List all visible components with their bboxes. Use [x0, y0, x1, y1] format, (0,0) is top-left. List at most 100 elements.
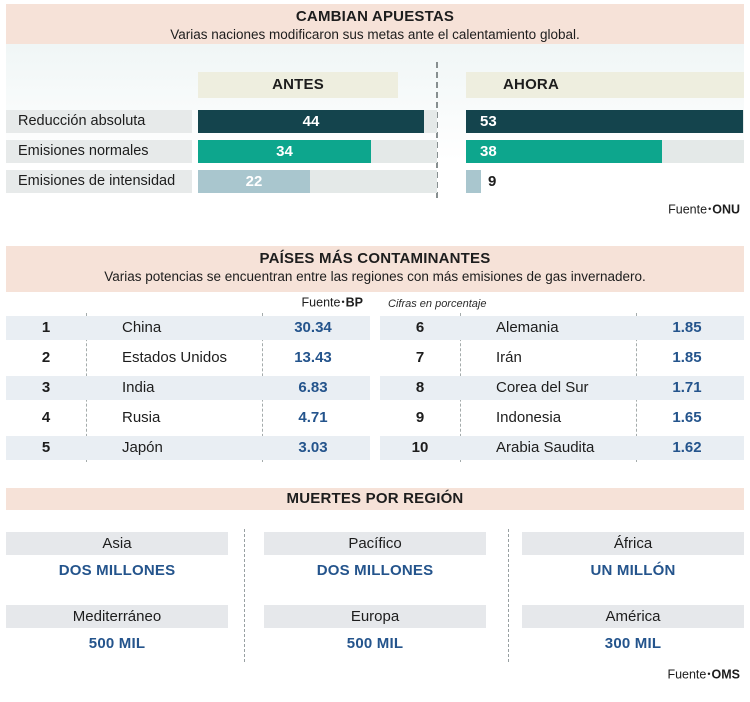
deaths-value: UN MILLÓN	[590, 562, 676, 579]
source-oms: Fuente•OMS	[667, 667, 740, 682]
bar-track-before: 34	[198, 140, 437, 163]
deaths-value: 500 MIL	[346, 635, 404, 652]
table-row: 3 India 6.83	[6, 376, 370, 400]
pollution-table-right: 6 Alemania 1.85 7 Irán 1.85 8 Corea del …	[380, 313, 744, 462]
section1-header: CAMBIAN APUESTAS Varias naciones modific…	[6, 4, 744, 44]
deaths-value: DOS MILLONES	[316, 562, 434, 579]
chart-row-emisiones-normales: Emisiones normales 34 38	[0, 140, 750, 163]
table-row: 2 Estados Unidos 13.43	[6, 346, 370, 370]
row-label: Emisiones de intensidad	[6, 170, 192, 193]
bar-value: 38	[480, 143, 497, 160]
bar-track-before: 44	[198, 110, 437, 133]
deaths-value: 500 MIL	[88, 635, 146, 652]
section2-header: PAÍSES MÁS CONTAMINANTES Varias potencia…	[6, 246, 744, 292]
chart-row-reduccion-absoluta: Reducción absoluta 44 53	[0, 110, 750, 133]
rank: 4	[41, 409, 51, 426]
bar-value: 22	[245, 173, 263, 190]
percent-value: 3.03	[298, 439, 328, 456]
table-row: 7 Irán 1.85	[380, 346, 744, 370]
country: Japón	[122, 439, 163, 456]
rank: 9	[415, 409, 425, 426]
row-label: Reducción absoluta	[6, 110, 192, 133]
rank: 6	[415, 319, 425, 336]
column-header-ahora: AHORA	[466, 72, 744, 98]
bar-track-after: 38	[466, 140, 744, 163]
rank: 10	[411, 439, 429, 456]
region-name: América	[522, 605, 744, 628]
bar-before: 22	[198, 170, 310, 193]
table-row: 4 Rusia 4.71	[6, 406, 370, 430]
bar-before: 34	[198, 140, 371, 163]
source-name: BP	[345, 295, 363, 310]
region-divider	[244, 529, 245, 662]
row-label: Emisiones normales	[6, 140, 192, 163]
table-row: 8 Corea del Sur 1.71	[380, 376, 744, 400]
table-row: 10 Arabia Saudita 1.62	[380, 436, 744, 460]
table-row: 6 Alemania 1.85	[380, 316, 744, 340]
percent-value: 4.71	[298, 409, 328, 426]
region-name: Asia	[6, 532, 228, 555]
region-divider	[508, 529, 509, 662]
rank: 3	[41, 379, 51, 396]
section1-title: CAMBIAN APUESTAS	[295, 8, 455, 25]
rank: 8	[415, 379, 425, 396]
country: China	[122, 319, 162, 336]
source-name: ONU	[712, 202, 740, 217]
deaths-value: 300 MIL	[604, 635, 662, 652]
country: Corea del Sur	[496, 379, 589, 396]
country: Indonesia	[496, 409, 562, 426]
column-header-antes: ANTES	[198, 72, 398, 98]
pollution-table-left: 1 China 30.34 2 Estados Unidos 13.43 3 I…	[6, 313, 370, 462]
rank: 2	[41, 349, 51, 366]
table-row: 1 China 30.34	[6, 316, 370, 340]
rank: 7	[415, 349, 425, 366]
source-label: Fuente	[668, 202, 708, 217]
region-name: África	[522, 532, 744, 555]
section1-subtitle: Varias naciones modificaron sus metas an…	[170, 27, 580, 42]
chart-row-emisiones-intensidad: Emisiones de intensidad 22 9	[0, 170, 750, 193]
percent-value: 1.85	[672, 319, 702, 336]
section3-header: MUERTES POR REGIÓN	[6, 488, 744, 510]
percent-value: 6.83	[298, 379, 328, 396]
percent-value: 1.85	[672, 349, 702, 366]
deaths-value: DOS MILLONES	[58, 562, 176, 579]
table-row: 9 Indonesia 1.65	[380, 406, 744, 430]
source-onu: Fuente•ONU	[668, 202, 740, 217]
before-after-divider	[436, 62, 438, 198]
table-row: 5 Japón 3.03	[6, 436, 370, 460]
bar-track-after: 9	[466, 170, 744, 193]
section3-title: MUERTES POR REGIÓN	[286, 490, 464, 507]
bullet-separator: •	[708, 204, 712, 214]
region-name: Mediterráneo	[6, 605, 228, 628]
region-name: Europa	[264, 605, 486, 628]
bar-value: 53	[480, 113, 497, 130]
section2-title: PAÍSES MÁS CONTAMINANTES	[259, 250, 491, 267]
bar-after: 53	[466, 110, 743, 133]
percent-value: 1.62	[672, 439, 702, 456]
percent-value: 1.71	[672, 379, 702, 396]
country: Alemania	[496, 319, 559, 336]
country: Rusia	[122, 409, 161, 426]
bar-value: 34	[276, 143, 293, 160]
bar-track-after: 53	[466, 110, 744, 133]
percent-value: 30.34	[294, 319, 332, 336]
bar-after	[466, 170, 481, 193]
bar-before: 44	[198, 110, 424, 133]
country: Irán	[496, 349, 522, 366]
units-note: Cifras en porcentaje	[388, 298, 487, 310]
bar-value: 9	[488, 173, 497, 190]
percent-value: 1.65	[672, 409, 702, 426]
source-bp: Fuente•BP	[302, 296, 363, 310]
rank: 5	[41, 439, 51, 456]
section2-subtitle: Varias potencias se encuentran entre las…	[104, 269, 646, 284]
source-label: Fuente	[667, 667, 707, 682]
percent-value: 13.43	[294, 349, 332, 366]
bullet-separator: •	[707, 669, 711, 679]
country: Arabia Saudita	[496, 439, 595, 456]
country: India	[122, 379, 155, 396]
bar-after: 38	[466, 140, 662, 163]
rank: 1	[41, 319, 51, 336]
bar-track-before: 22	[198, 170, 437, 193]
country: Estados Unidos	[122, 349, 228, 366]
